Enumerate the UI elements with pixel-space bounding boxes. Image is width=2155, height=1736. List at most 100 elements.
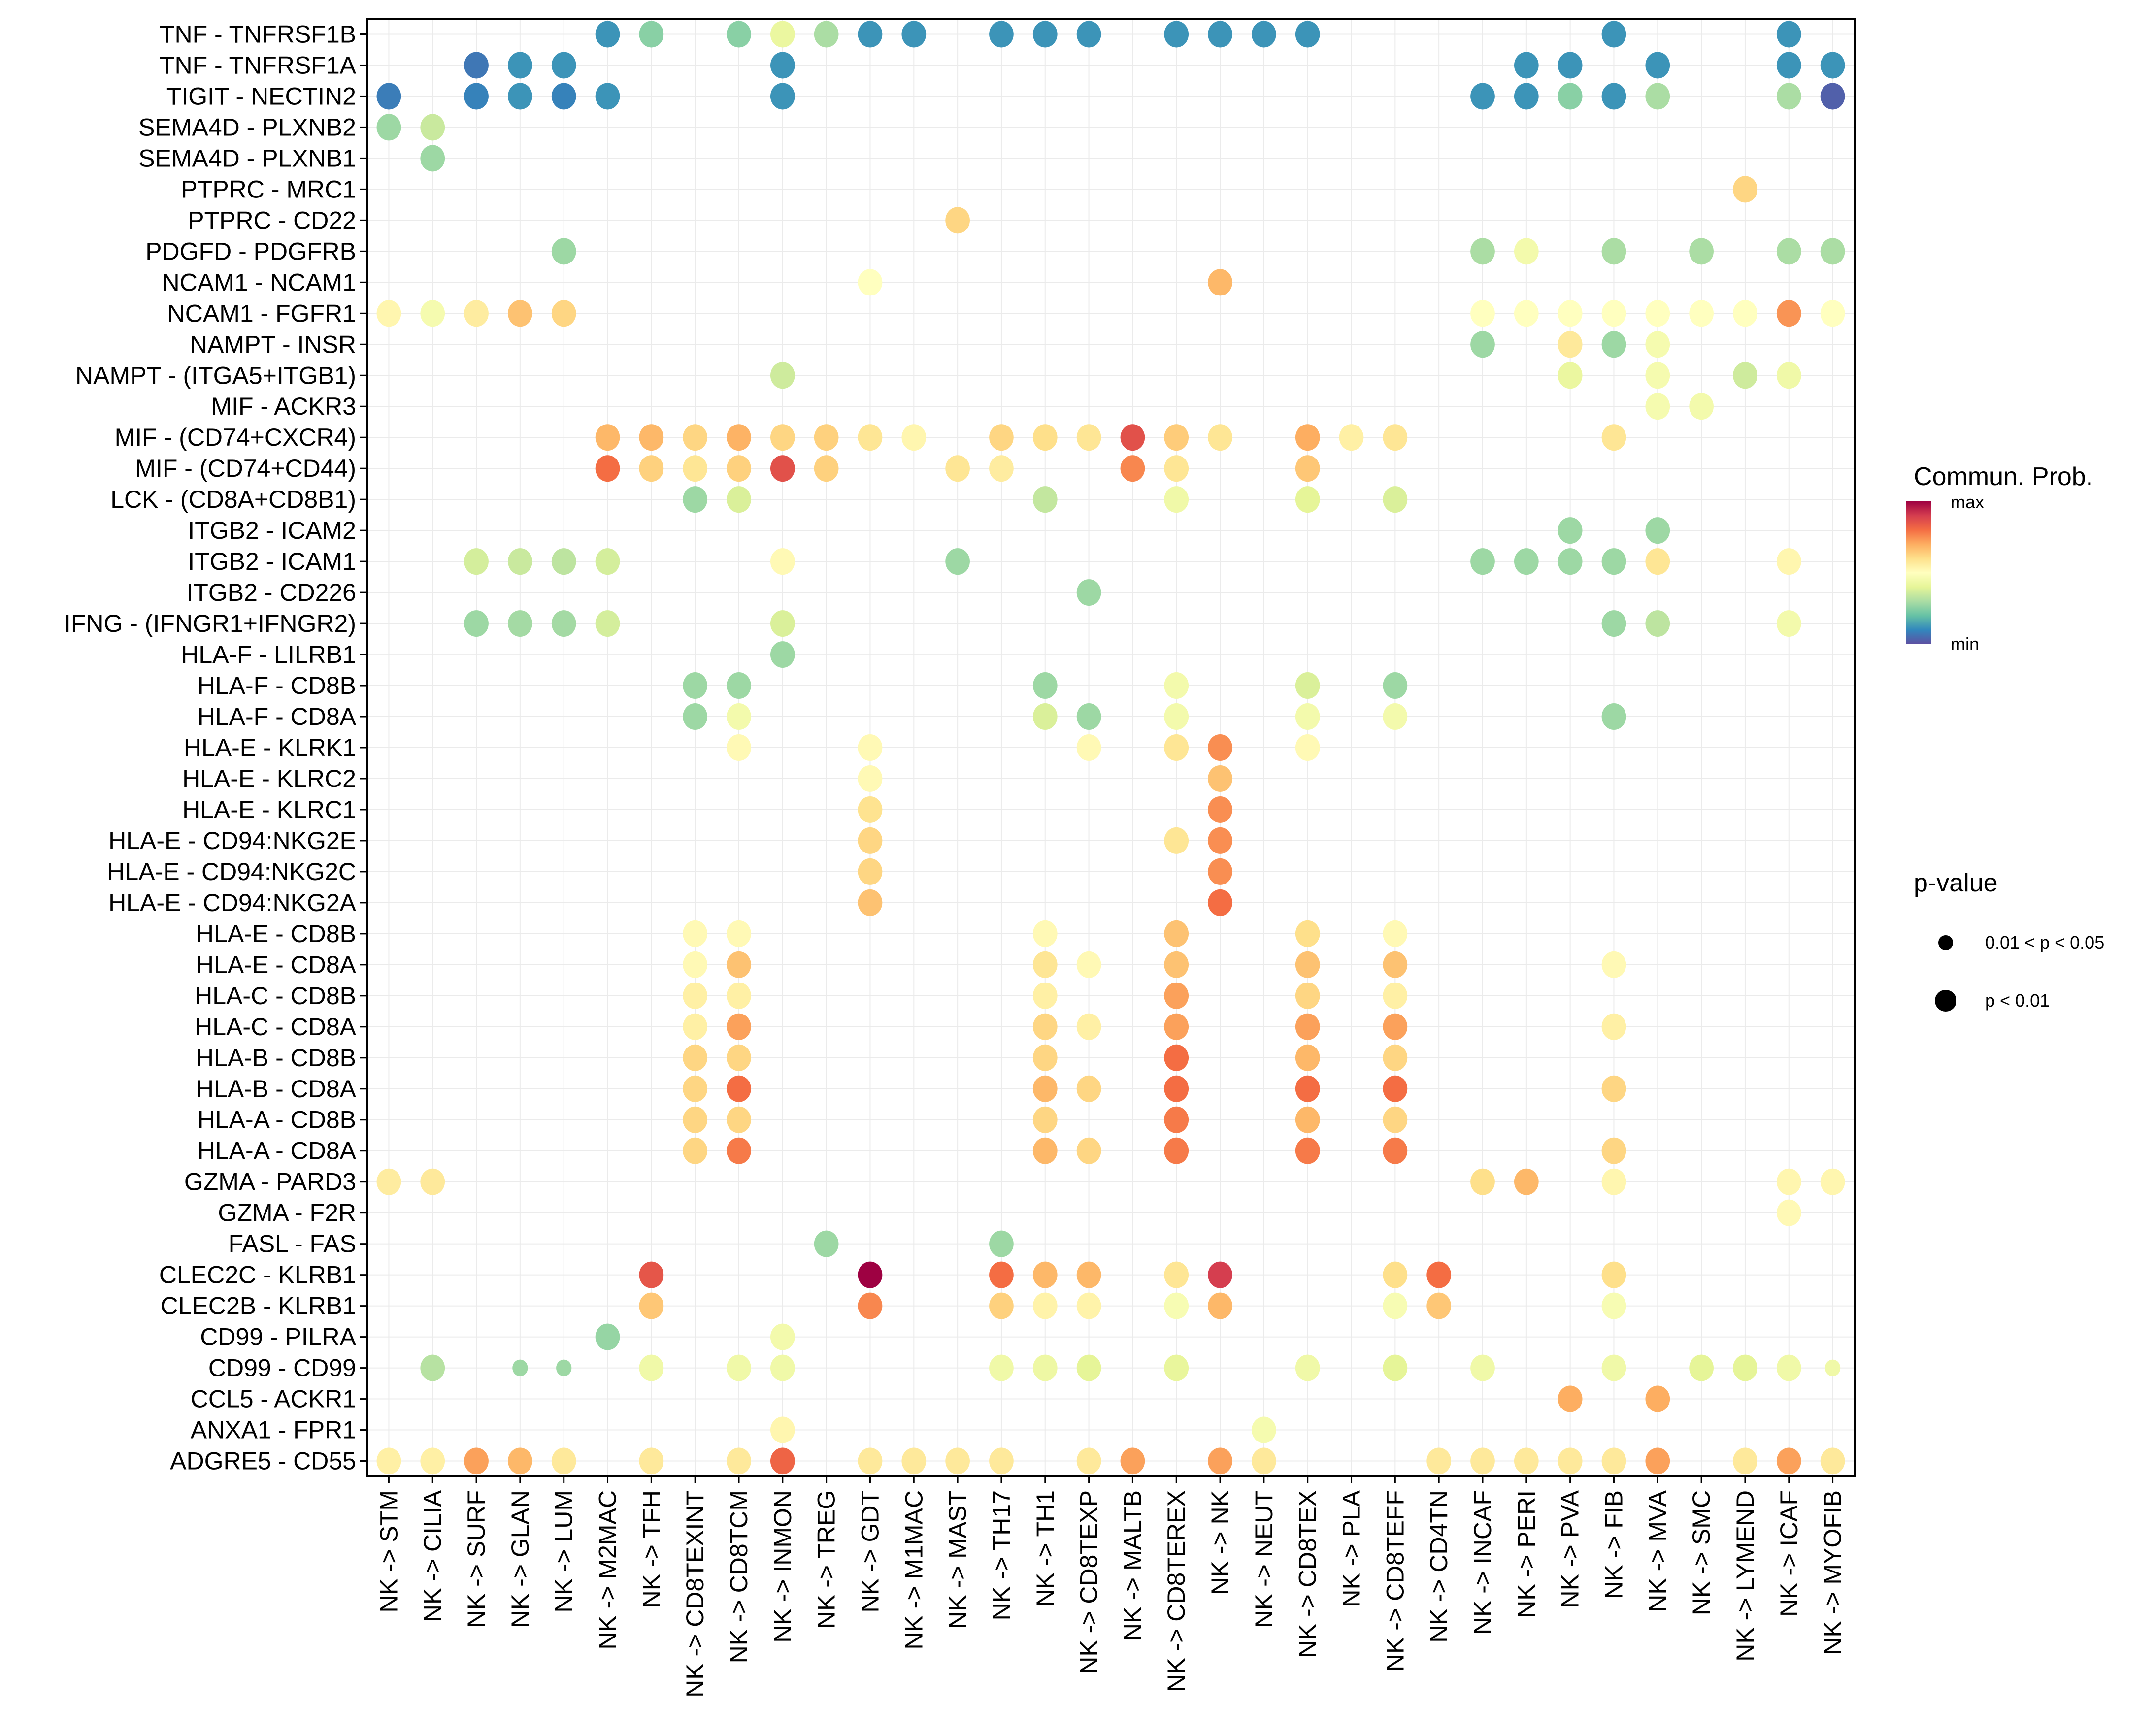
data-point [1733, 300, 1757, 327]
x-tick-label: NK -> TREG [813, 1490, 840, 1629]
data-point [1032, 424, 1058, 451]
data-point [727, 672, 751, 699]
data-point [1558, 52, 1583, 79]
data-point [1514, 52, 1539, 79]
data-point [814, 424, 839, 451]
x-tick-label: NK -> GDT [856, 1490, 884, 1613]
data-point [508, 610, 532, 637]
data-point [1208, 269, 1232, 296]
data-point [1558, 548, 1583, 575]
data-point [770, 362, 795, 389]
y-tick-label: SEMA4D - PLXNB1 [138, 144, 356, 172]
data-point [901, 424, 927, 451]
data-point [1208, 424, 1232, 451]
data-point [1601, 83, 1626, 110]
data-point [1164, 1013, 1189, 1040]
data-point [858, 21, 883, 48]
x-tick-label: NK -> TFH [637, 1490, 665, 1608]
data-point [858, 827, 883, 854]
colorbar [1906, 501, 1931, 644]
data-point [1776, 300, 1801, 327]
data-point [464, 83, 489, 110]
data-point [1032, 1106, 1058, 1133]
data-point [727, 1013, 751, 1040]
data-point [556, 1359, 572, 1376]
data-point [508, 300, 532, 327]
data-point [464, 548, 489, 575]
y-tick-label: HLA-C - CD8A [195, 1013, 356, 1041]
data-point [1383, 1261, 1408, 1288]
data-point [770, 1416, 795, 1443]
data-point [1601, 610, 1626, 637]
colorbar-max-label: max [1951, 492, 1984, 512]
y-tick-label: CLEC2C - KLRB1 [159, 1261, 356, 1289]
y-tick-label: PTPRC - CD22 [188, 206, 356, 234]
data-point [1601, 951, 1626, 978]
data-point [464, 300, 489, 327]
data-point [727, 703, 751, 730]
data-point [945, 1447, 970, 1474]
data-point [989, 1261, 1014, 1288]
x-tick-label: NK -> CD8TCM [725, 1490, 753, 1663]
data-point [814, 455, 839, 482]
data-point [1558, 300, 1583, 327]
data-point [1164, 1075, 1189, 1102]
data-point [1514, 1447, 1539, 1474]
data-point [1208, 796, 1232, 823]
data-point [551, 610, 576, 637]
data-point [1824, 1359, 1841, 1376]
data-point [1689, 300, 1714, 327]
data-point [1601, 1261, 1626, 1288]
data-point [945, 207, 970, 234]
data-point [1470, 331, 1495, 358]
data-point [770, 1354, 795, 1381]
colorbar-min-label: min [1951, 634, 1979, 654]
data-point [770, 1323, 795, 1350]
data-point [858, 889, 883, 916]
data-point [551, 548, 576, 575]
data-point [639, 21, 664, 48]
y-tick-label: CD99 - CD99 [208, 1354, 356, 1382]
data-point [1383, 1106, 1408, 1133]
data-point [1208, 858, 1232, 885]
y-tick-label: GZMA - PARD3 [184, 1168, 356, 1196]
data-point [1645, 1385, 1670, 1412]
y-tick-label: PTPRC - MRC1 [181, 175, 356, 203]
data-point [989, 1447, 1014, 1474]
data-point [1776, 1199, 1801, 1226]
data-point [1426, 1261, 1452, 1288]
data-point [1076, 579, 1101, 606]
data-point [989, 1230, 1014, 1257]
y-tick-label: ITGB2 - ICAM1 [188, 548, 356, 575]
data-point [1645, 393, 1670, 420]
x-tick-label: NK -> ICAF [1775, 1490, 1803, 1617]
data-point [770, 1447, 795, 1474]
x-tick-label: NK -> NK [1206, 1490, 1234, 1595]
data-point [1470, 1354, 1495, 1381]
data-point [1558, 362, 1583, 389]
legend: Commun. Prob. max min p-value 0.01 < p <… [1906, 462, 2104, 1012]
data-point [508, 1447, 532, 1474]
data-point [727, 1106, 751, 1133]
data-point [1295, 920, 1320, 947]
data-point [1164, 672, 1189, 699]
data-point [551, 1447, 576, 1474]
data-point [1076, 703, 1101, 730]
data-point [1164, 827, 1189, 854]
data-point [1164, 982, 1189, 1009]
size-legend-large-dot [1935, 990, 1956, 1012]
x-tick-label: NK -> CD8TEXINT [681, 1490, 709, 1698]
data-point [1645, 1447, 1670, 1474]
data-point [1252, 1447, 1276, 1474]
data-point [1558, 83, 1583, 110]
data-point [1032, 982, 1058, 1009]
data-point [1076, 951, 1101, 978]
data-point [1164, 1137, 1189, 1164]
data-point [1164, 486, 1189, 513]
data-point [1383, 424, 1408, 451]
data-point [1601, 1168, 1626, 1195]
y-tick-label: HLA-E - KLRK1 [184, 734, 356, 761]
data-point [1076, 424, 1101, 451]
y-tick-label: CLEC2B - KLRB1 [161, 1292, 356, 1320]
x-tick-label: NK -> FIB [1600, 1490, 1627, 1599]
